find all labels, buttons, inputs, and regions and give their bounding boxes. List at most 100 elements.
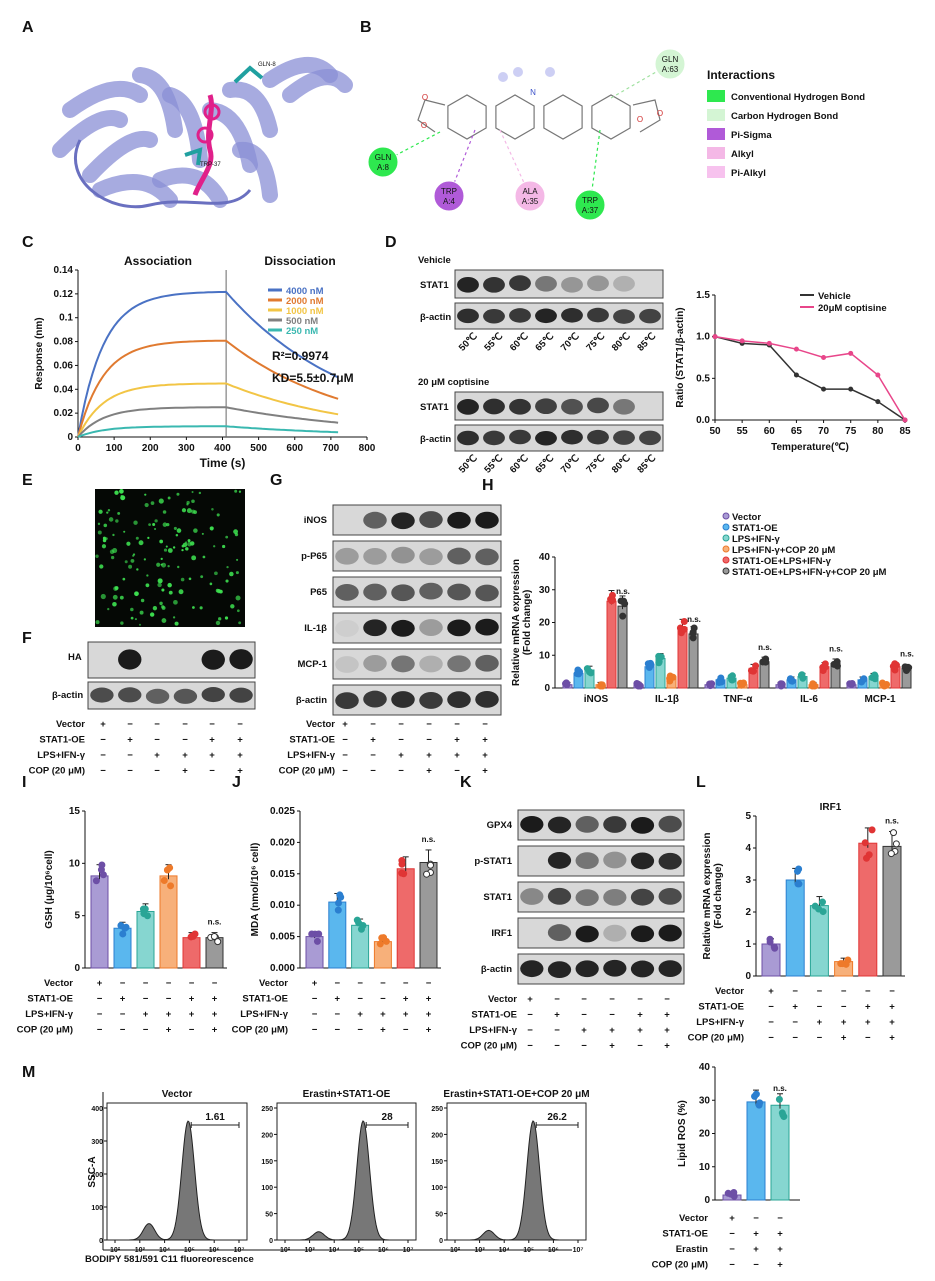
fluorescent-cell [130, 616, 134, 620]
condition-label: COP (20 μM) [461, 1041, 517, 1052]
bar [809, 905, 829, 977]
blot-band [447, 547, 471, 565]
panel-l-chart: 0 1 2 3 4 5 Relative mRNA expression (Fold chan… [688, 802, 905, 1044]
x-tick-label: 700 [323, 443, 340, 454]
data-point [427, 861, 435, 869]
panel-letter-e: E [22, 472, 33, 489]
condition-mark: − [768, 1033, 774, 1044]
bar [882, 845, 902, 977]
condition-label: STAT1-OE [27, 994, 73, 1005]
legend-label: 250 nM [286, 326, 318, 337]
blot-band [145, 688, 170, 704]
series-line [77, 425, 339, 438]
blot-band [613, 398, 635, 415]
data-point [737, 681, 745, 689]
y-tick-label: 10 [699, 1162, 711, 1173]
blot-band [475, 654, 499, 672]
condition-mark: − [609, 1010, 615, 1021]
fluorescent-cell [139, 610, 144, 615]
x-tick-label: 500 [250, 443, 267, 454]
legend-label: 500 nM [286, 316, 318, 327]
condition-mark: − [182, 719, 188, 730]
y-tick-label: 100 [91, 1205, 103, 1212]
fluorescent-cell [200, 575, 204, 579]
condition-mark: + [209, 750, 215, 761]
legend-marker [722, 545, 730, 553]
x-axis-label: Temperature(℃) [771, 442, 849, 453]
fluorescent-cell [202, 555, 206, 559]
legend-swatch [707, 90, 725, 102]
blot-band [630, 960, 655, 978]
residue-label-gln8: GLN-8 [258, 62, 276, 68]
significance-label: n.s. [422, 835, 436, 844]
bar [759, 661, 770, 689]
flow-plot-title: Vector [162, 1089, 193, 1100]
fluorescent-cell [187, 539, 191, 543]
panel-letter-h: H [482, 477, 494, 494]
data-point [575, 670, 583, 678]
blot-row-label: IL-1β [304, 623, 327, 634]
legend-marker [722, 523, 730, 531]
fluorescent-cell [124, 560, 128, 564]
fluorescent-cell [99, 564, 104, 569]
fluorescent-cell [213, 545, 216, 548]
stat-r2: R²=0.9974 [272, 349, 329, 363]
fluorescent-cell [181, 548, 184, 552]
data-point [336, 891, 344, 899]
condition-label: COP (20 μM) [232, 1025, 288, 1036]
blot-membrane [517, 809, 685, 841]
condition-mark: + [454, 750, 460, 761]
data-point [787, 677, 795, 685]
fluorescent-cell [224, 616, 229, 620]
x-tick-label: 85 [899, 426, 911, 437]
alpha-helix [152, 167, 228, 208]
data-point [795, 880, 803, 888]
condition-mark: − [380, 994, 386, 1005]
blot-band [613, 275, 635, 292]
condition-mark: − [637, 1041, 643, 1052]
fluorescent-cell [191, 491, 194, 494]
condition-mark: − [154, 735, 160, 746]
condition-mark: − [817, 1002, 823, 1013]
condition-mark: − [380, 978, 386, 989]
dioxole-ring [417, 99, 446, 133]
condition-mark: − [426, 735, 432, 746]
condition-mark: − [335, 1009, 341, 1020]
bar [606, 600, 617, 689]
condition-mark: + [841, 1033, 847, 1044]
condition-label: STAT1-OE [242, 994, 288, 1005]
blot-band [483, 430, 505, 446]
chart-title: IRF1 [820, 802, 842, 813]
condition-mark: − [342, 750, 348, 761]
temperature-label: 50℃ [457, 331, 480, 354]
panel-f-blots: HA β-actin Vector + − − − − − STAT1-OE − + − − + + LPS+I… [29, 641, 256, 777]
blot-band [547, 961, 572, 979]
gate-percent: 26.2 [547, 1112, 567, 1123]
temperature-label: 50℃ [457, 453, 480, 476]
significance-label: n.s. [208, 918, 222, 927]
data-point [903, 666, 911, 674]
data-point [868, 826, 876, 834]
category-label: IL-1β [655, 694, 679, 705]
data-point [334, 906, 342, 914]
fluorescent-cell [175, 534, 179, 537]
fluorescent-cell [130, 559, 135, 563]
series-line [77, 382, 339, 438]
blot-band [475, 618, 499, 636]
fluorescent-cell [192, 606, 195, 609]
blot-band [475, 690, 499, 708]
blot-band [335, 583, 359, 601]
x-tick-label: 200 [142, 443, 159, 454]
blot-band [547, 887, 572, 905]
data-point [797, 671, 805, 679]
residue-id: A:37 [582, 206, 599, 215]
data-point [891, 660, 899, 668]
condition-mark: + [889, 1002, 895, 1013]
blot-band [201, 686, 225, 703]
blot-band [118, 687, 142, 703]
alpha-helix [132, 67, 183, 138]
panel-i-chart: 0 5 10 15 GSH (μg/10⁶cell) n.s. Vector + − − − − − ST… [17, 806, 227, 1036]
fluorescent-cell [160, 557, 163, 560]
temperature-label: 80℃ [610, 453, 633, 476]
data-point [335, 899, 343, 907]
